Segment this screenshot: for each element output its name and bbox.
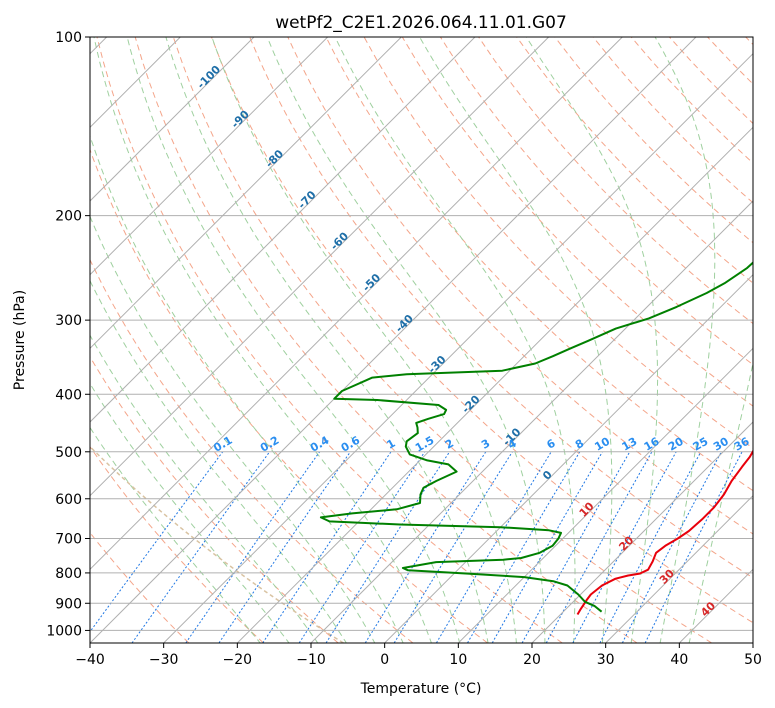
y-tick-label: 500 [55, 445, 82, 461]
mixing-ratio-line [262, 451, 392, 643]
isotherm-line [163, 52, 753, 643]
isotherm-line [90, 37, 402, 350]
y-tick-label: 400 [55, 387, 82, 403]
moist-adiabat-line [90, 426, 261, 643]
x-tick-label: 10 [449, 652, 467, 668]
moist-adiabat-line [334, 37, 576, 643]
mixing-ratio-line [644, 451, 743, 643]
x-tick-label: −20 [223, 652, 253, 668]
isotherm-line [605, 494, 753, 643]
moist-adiabat-line [165, 37, 489, 643]
moist-adiabat-line [93, 37, 432, 643]
y-tick-label: 100 [55, 30, 82, 46]
y-tick-label: 700 [55, 532, 82, 548]
y-tick-label: 200 [55, 209, 82, 225]
y-tick-label: 1000 [46, 623, 82, 639]
x-tick-label: 0 [380, 652, 389, 668]
isotherm-line [90, 37, 329, 276]
mixing-ratio-line [218, 451, 351, 643]
mixing-ratio-line [545, 451, 653, 643]
chart-title: wetPf2_C2E1.2026.064.11.01.G07 [275, 13, 567, 33]
dry-adiabat-line [325, 37, 753, 492]
y-axis-label: Pressure (hPa) [12, 290, 28, 390]
x-tick-label: −40 [75, 652, 105, 668]
moist-adiabat-line [90, 134, 404, 643]
x-tick-label: 50 [744, 652, 762, 668]
dry-adiabat-line [211, 37, 753, 624]
moist-adiabat-line [90, 279, 347, 643]
dry-adiabat-line [287, 37, 753, 535]
mixing-ratio-line [325, 451, 451, 643]
y-tick-label: 600 [55, 492, 82, 508]
x-tick-label: −30 [149, 652, 179, 668]
dry-adiabat-line [90, 355, 339, 643]
x-axis-label: Temperature (°C) [360, 681, 482, 697]
moist-adiabat-line [266, 37, 546, 643]
dry-adiabat-line [249, 37, 753, 579]
plot-frame [89, 36, 754, 644]
x-tick-label: −10 [296, 652, 326, 668]
x-tick-label: 20 [523, 652, 541, 668]
axes: −40 −30 −20 −10 0 10 20 30 40 50 100 200 300 400 500 60… [46, 30, 762, 668]
isotherm-line [90, 37, 697, 643]
dry-adiabat-line [90, 445, 264, 643]
y-tick-label: 800 [55, 566, 82, 582]
isotherm-line [90, 37, 476, 423]
dry-adiabat-line [96, 37, 563, 643]
moist-adiabat-line [688, 361, 753, 643]
y-tick-label: 300 [55, 313, 82, 329]
isotherm-line [90, 37, 623, 571]
mixing-ratio-line [572, 451, 677, 643]
isotherm-line [457, 347, 753, 643]
isotherm-line [384, 273, 753, 643]
y-tick-label: 900 [55, 596, 82, 612]
isotherm-line [90, 37, 255, 202]
mixing-ratio-line [521, 451, 631, 643]
dry-adiabat-line [172, 37, 712, 643]
mixing-ratio-line [435, 451, 552, 643]
isotherm-line [90, 37, 550, 497]
moist-adiabat-line [525, 37, 659, 643]
x-tick-label: 30 [597, 652, 615, 668]
moist-adiabat-line [211, 37, 518, 643]
x-tick-label: 40 [670, 652, 688, 668]
moist-adiabat-line [419, 37, 613, 643]
moist-adiabat-line [90, 215, 376, 643]
mixing-ratio-line [393, 451, 513, 643]
moist-adiabat-line [90, 382, 290, 643]
temperature-line [576, 449, 753, 616]
mixing-ratio-line [90, 451, 224, 633]
moist-adiabat-line [654, 37, 716, 643]
dry-adiabat-line [90, 445, 344, 643]
isotherm-line [236, 126, 753, 643]
moist-adiabat-line [90, 334, 319, 643]
mixing-ratio-line [599, 451, 702, 643]
isotherm-line [310, 200, 753, 643]
isotherm-line [531, 421, 753, 643]
dewpoint-line [319, 261, 753, 613]
mixing-ratio-line [364, 451, 487, 643]
dry-adiabat-line [134, 37, 638, 643]
dry-adiabat-line [516, 37, 753, 284]
mixing-ratio-line [185, 451, 321, 643]
profile-lines [319, 261, 753, 616]
dry-adiabat-line [90, 258, 414, 643]
mixing-ratio-line [298, 451, 426, 643]
background-lines [90, 37, 753, 643]
